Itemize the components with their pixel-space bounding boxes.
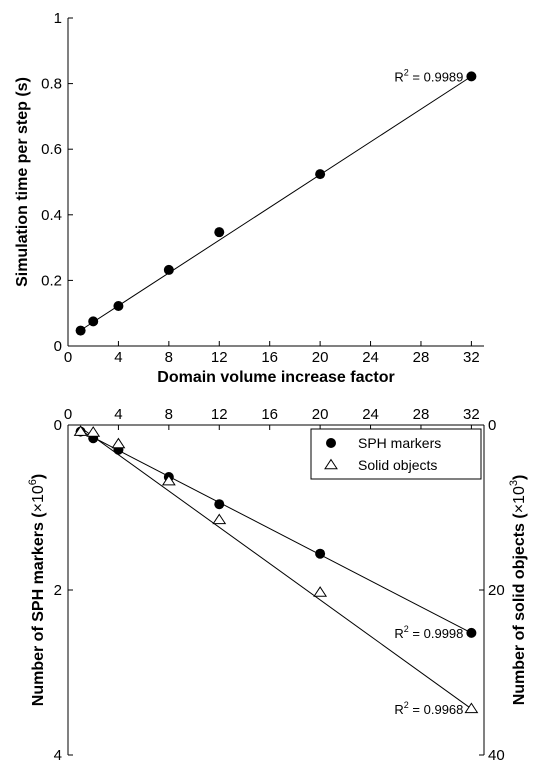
bottom-left-y-axis-label-mid: ×10 xyxy=(30,485,47,512)
legend: SPH markers Solid objects xyxy=(310,428,482,480)
bottom-right-y-axis-label-sup: 3 xyxy=(508,480,520,486)
bottom-data-point-triangle xyxy=(73,425,88,436)
bottom-right-y-tick-label: 40 xyxy=(488,747,505,764)
top-y-tick-label: 1 xyxy=(54,10,62,27)
bottom-fit-lines xyxy=(80,427,472,710)
top-x-tick-label: 16 xyxy=(261,349,278,366)
legend-label-solid-objects: Solid objects xyxy=(358,457,437,473)
bottom-right-y-axis-label-mid: ×10 xyxy=(511,486,528,513)
top-y-tick-label: 0 xyxy=(54,338,62,355)
bottom-right-y-tick-label: 0 xyxy=(488,417,496,434)
bottom-data-point-circle xyxy=(466,627,477,638)
top-x-tick-label: 20 xyxy=(312,349,329,366)
bottom-left-y-axis-label-sup: 6 xyxy=(27,479,39,485)
bottom-x-tick-label: 12 xyxy=(211,406,228,423)
top-data-point xyxy=(88,316,99,327)
bottom-data-point-triangle xyxy=(111,437,126,449)
bottom-r-squared-annotation: R2 = 0.9998 xyxy=(394,624,463,641)
bottom-data-point-triangle xyxy=(86,426,101,437)
legend-marker-solid-objects xyxy=(324,458,338,470)
bottom-data-point-triangle xyxy=(212,513,227,525)
top-x-tick-label: 8 xyxy=(165,349,173,366)
top-fit-line xyxy=(80,75,472,331)
bottom-annotations: R2 = 0.9998 R2 = 0.9968 xyxy=(394,624,463,717)
top-x-tick-label: 24 xyxy=(362,349,379,366)
top-x-tick-label: 12 xyxy=(211,349,228,366)
bottom-right-y-axis-label-suffix: ) xyxy=(511,475,528,480)
bottom-r-squared-annotation: R2 = 0.9968 xyxy=(394,700,463,717)
top-plot-frame xyxy=(68,18,484,346)
bottom-x-tick-label: 32 xyxy=(463,406,480,423)
top-y-tick-label: 0.6 xyxy=(41,141,62,158)
bottom-right-y-axis-label: Number of solid objects (×103) xyxy=(508,475,528,706)
top-panel: 0 4 8 12 16 20 24 28 32 0 0.2 0.4 0.6 0.8 1 R2 = 0.998… xyxy=(14,10,484,386)
bottom-left-y-tick-label: 4 xyxy=(54,747,62,764)
top-data-marks xyxy=(75,71,477,336)
legend-marker-sph-markers xyxy=(326,438,336,448)
top-y-tick-label: 0.8 xyxy=(41,76,62,93)
bottom-right-y-tick-label: 20 xyxy=(488,582,505,599)
top-x-tick-label: 32 xyxy=(463,349,480,366)
bottom-x-tick-label: 20 xyxy=(312,406,329,423)
bottom-left-y-axis-label: Number of SPH markers (×106) xyxy=(27,474,47,706)
top-data-point xyxy=(315,169,326,180)
legend-label-sph-markers: SPH markers xyxy=(358,435,441,451)
bottom-left-y-tick-label: 2 xyxy=(54,582,62,599)
bottom-data-point-triangle xyxy=(464,702,479,714)
bottom-x-tick-label: 8 xyxy=(165,406,173,423)
bottom-x-tick-label: 0 xyxy=(64,406,72,423)
top-y-axis-label: Simulation time per step (s) xyxy=(14,77,31,287)
top-axis-ticks: 0 4 8 12 16 20 24 28 32 0 0.2 0.4 0.6 0.8 1 xyxy=(41,10,484,366)
bottom-fit-line xyxy=(80,430,472,634)
bottom-data-marks xyxy=(73,425,479,714)
bottom-left-y-tick-label: 0 xyxy=(54,417,62,434)
top-data-point xyxy=(113,300,124,311)
top-data-point xyxy=(75,325,86,336)
top-r-squared-annotation: R2 = 0.9989 xyxy=(394,67,463,84)
top-annotations: R2 = 0.9989 xyxy=(394,67,463,84)
bottom-left-y-axis-label-prefix: Number of SPH markers ( xyxy=(30,512,47,707)
bottom-data-point-triangle xyxy=(313,586,328,597)
bottom-data-point-circle xyxy=(214,499,225,510)
top-data-point xyxy=(466,71,477,82)
bottom-data-point-circle xyxy=(315,548,326,559)
top-x-tick-label: 28 xyxy=(413,349,430,366)
top-x-tick-label: 0 xyxy=(64,349,72,366)
top-fit-lines xyxy=(80,75,472,331)
bottom-fit-line xyxy=(80,427,472,710)
bottom-x-tick-label: 4 xyxy=(114,406,122,423)
legend-box xyxy=(310,428,482,480)
bottom-right-y-axis-label-prefix: Number of solid objects ( xyxy=(511,513,528,706)
bottom-data-point-triangle xyxy=(161,474,176,486)
top-y-tick-label: 0.4 xyxy=(41,207,62,224)
top-x-axis-label: Domain volume increase factor xyxy=(157,369,394,386)
bottom-x-tick-label: 16 xyxy=(261,406,278,423)
top-data-point xyxy=(214,227,225,238)
top-x-tick-label: 4 xyxy=(114,349,122,366)
bottom-x-tick-label: 24 xyxy=(362,406,379,423)
bottom-x-tick-label: 28 xyxy=(413,406,430,423)
top-data-point xyxy=(163,264,174,275)
top-y-tick-label: 0.2 xyxy=(41,272,62,289)
bottom-left-y-axis-label-suffix: ) xyxy=(30,474,47,479)
